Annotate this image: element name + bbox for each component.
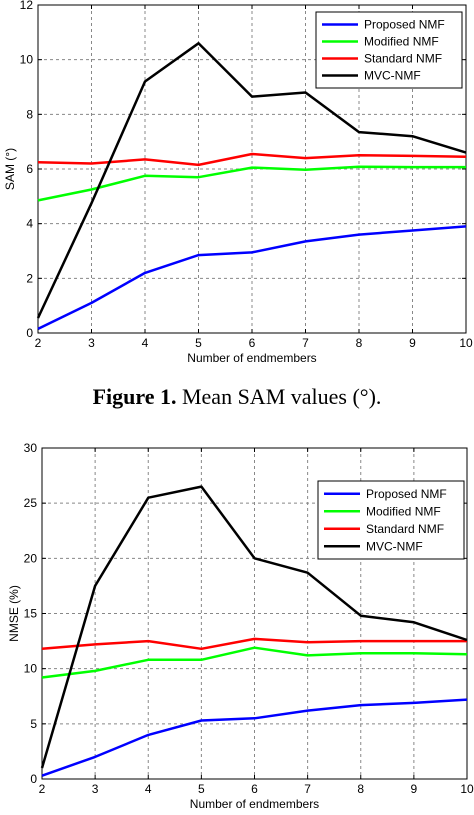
- legend-entry: Proposed NMF: [364, 18, 445, 32]
- x-tick-label: 2: [35, 336, 42, 350]
- y-tick-label: 20: [24, 551, 38, 565]
- y-axis-label: NMSE (%): [7, 585, 21, 642]
- x-tick-label: 10: [460, 782, 474, 796]
- x-tick-label: 8: [357, 782, 364, 796]
- x-tick-label: 4: [145, 782, 152, 796]
- y-tick-label: 30: [24, 441, 38, 455]
- x-tick-label: 6: [251, 782, 258, 796]
- y-tick-label: 0: [30, 772, 37, 786]
- series-line-1: [37, 225, 467, 331]
- series-line-2: [37, 165, 466, 202]
- legend-entry: Modified NMF: [366, 504, 441, 518]
- x-tick-label: 10: [459, 336, 473, 350]
- x-tick-label: 3: [88, 336, 95, 350]
- y-tick-label: 2: [26, 271, 33, 285]
- x-tick-label: 4: [142, 336, 149, 350]
- y-tick-label: 5: [30, 717, 37, 731]
- y-tick-label: 4: [26, 217, 33, 231]
- x-tick-label: 2: [39, 782, 46, 796]
- y-tick-label: 6: [26, 162, 33, 176]
- y-tick-label: 8: [26, 107, 33, 121]
- y-tick-label: 15: [24, 607, 38, 621]
- series-line-2: [41, 646, 468, 679]
- legend-entry: Proposed NMF: [366, 487, 447, 501]
- x-tick-label: 9: [409, 336, 416, 350]
- legend-entry: Modified NMF: [364, 35, 439, 49]
- series-line-4: [40, 485, 468, 769]
- y-tick-label: 10: [20, 53, 34, 67]
- caption-text: Mean SAM values (°).: [176, 384, 382, 409]
- x-tick-label: 7: [304, 782, 311, 796]
- x-tick-label: 7: [302, 336, 309, 350]
- legend-entry: Standard NMF: [366, 522, 444, 536]
- x-axis-label: Number of endmembers: [190, 797, 319, 811]
- x-axis-label: Number of endmembers: [187, 351, 316, 365]
- series-line-4: [36, 42, 467, 319]
- legend-entry: Standard NMF: [364, 52, 442, 66]
- y-tick-label: 0: [26, 326, 33, 340]
- nmse-line-chart: 2 3 4 5 6 7 8 9 10 0 5 10 15 20 25 30 Number of endmembe…: [7, 441, 474, 811]
- y-axis-label: SAM (°): [3, 148, 17, 190]
- x-tick-label: 3: [92, 782, 99, 796]
- x-tick-label: 9: [411, 782, 418, 796]
- y-tick-label: 10: [24, 662, 38, 676]
- y-tick-label: 25: [24, 496, 38, 510]
- series-line-3: [41, 637, 467, 651]
- x-tick-label: 5: [198, 782, 205, 796]
- y-tick-label: 12: [20, 0, 34, 12]
- caption-label: Figure 1.: [92, 384, 177, 409]
- figure-caption: Figure 1. Mean SAM values (°).: [0, 384, 474, 410]
- x-tick-label: 5: [195, 336, 202, 350]
- x-tick-label: 6: [249, 336, 256, 350]
- legend-entry: MVC-NMF: [364, 69, 421, 83]
- legend-entry: MVC-NMF: [366, 539, 423, 553]
- series-line-1: [41, 698, 468, 777]
- x-tick-label: 8: [356, 336, 363, 350]
